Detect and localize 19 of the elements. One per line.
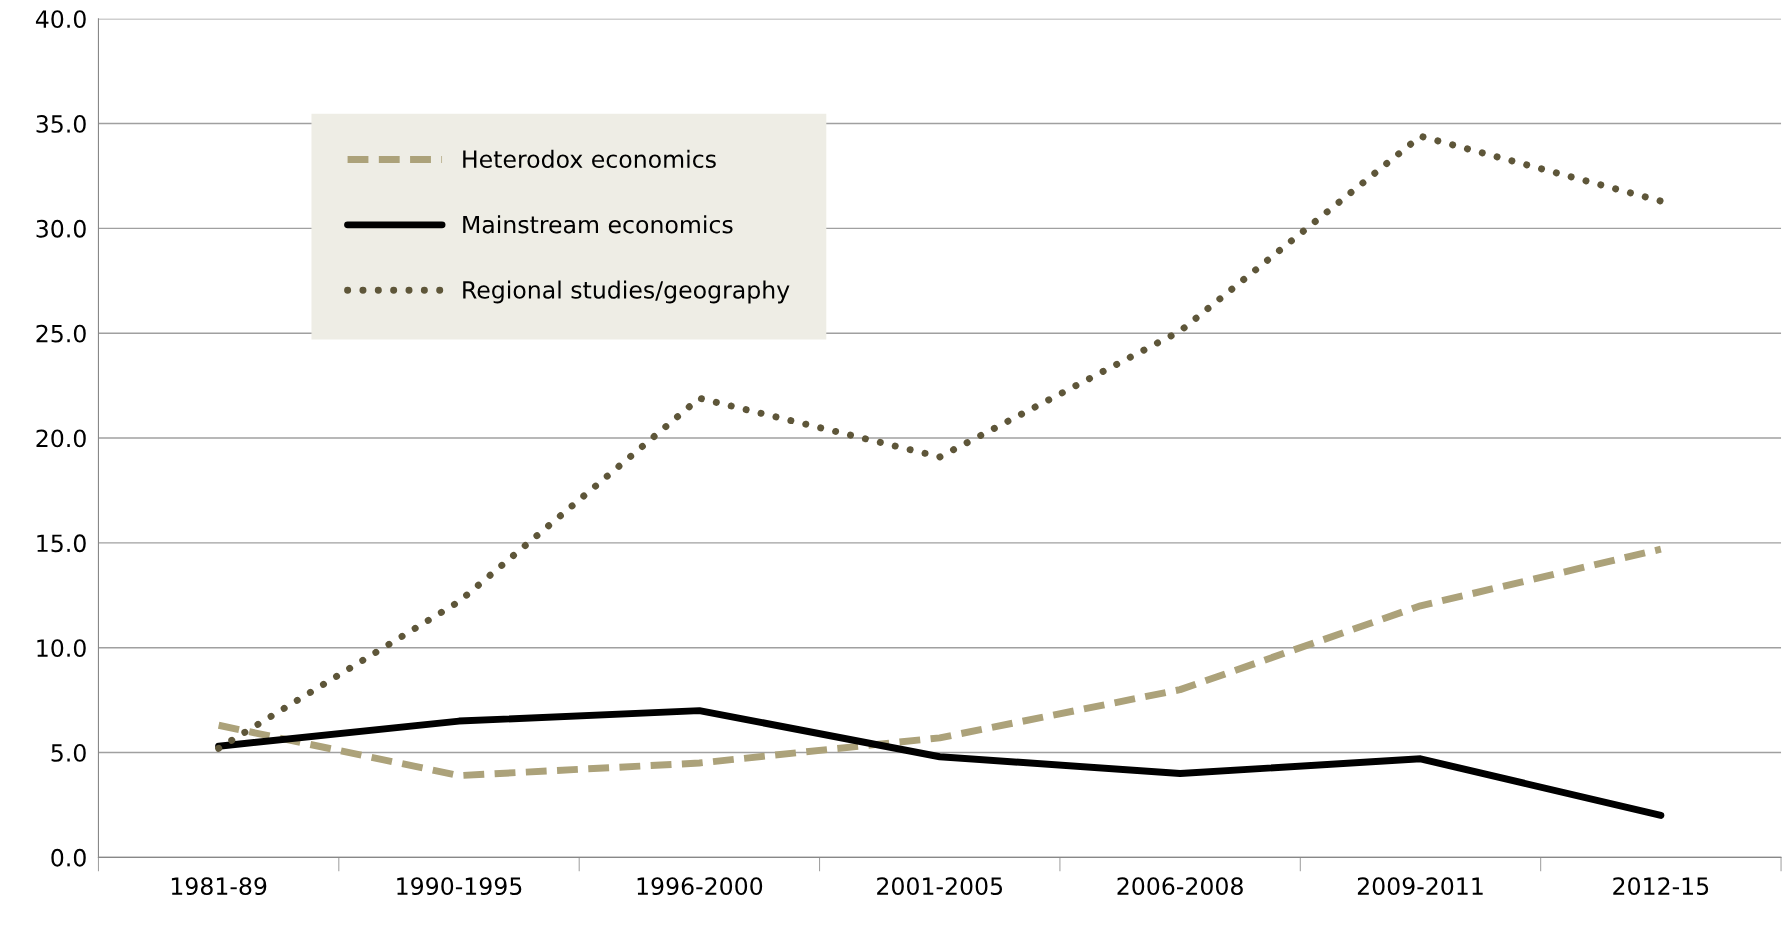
y-tick-label: 15.0 xyxy=(37,534,86,553)
y-tick-label: 25.0 xyxy=(36,324,86,343)
y-tick-label: 5.0 xyxy=(51,743,86,762)
y-tick-label: 0.0 xyxy=(51,848,86,867)
y-tick-label: 30.0 xyxy=(36,219,86,238)
y-tick-label: 20.0 xyxy=(36,429,86,448)
legend-label: Regional studies/geography xyxy=(463,280,790,304)
x-tick-label: 2012-15 xyxy=(1613,877,1709,896)
y-tick-label: 35.0 xyxy=(36,115,86,133)
x-tick-label: 2009-2011 xyxy=(1357,877,1483,896)
x-tick-label: 1996-2000 xyxy=(637,877,763,896)
legend-label: Mainstream economics xyxy=(463,215,733,234)
x-tick-label: 1990-1995 xyxy=(397,877,522,896)
x-tick-label: 2006-2008 xyxy=(1117,877,1243,896)
x-tick-label: 1981-89 xyxy=(171,877,267,896)
legend-label: Heterodox economics xyxy=(463,149,716,169)
y-tick-label: 10.0 xyxy=(37,639,86,658)
x-tick-label: 2001-2005 xyxy=(877,877,1003,896)
y-tick-label: 40.0 xyxy=(35,10,86,29)
